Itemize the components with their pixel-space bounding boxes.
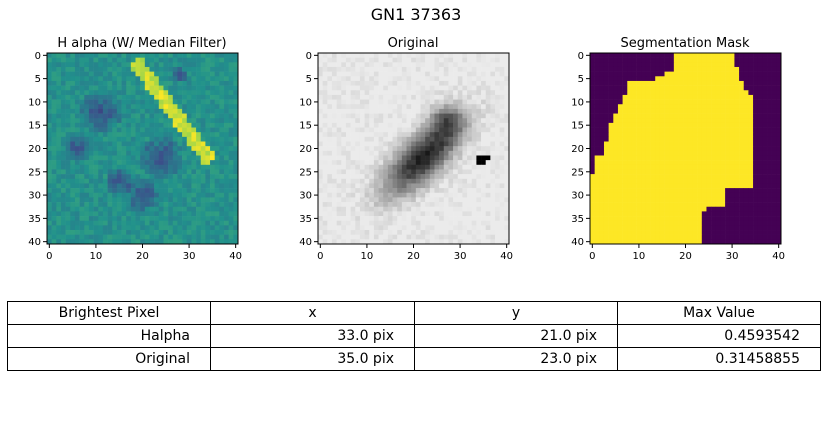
y-tick-label: 0 xyxy=(306,51,312,62)
x-tick-label: 20 xyxy=(136,251,149,262)
panel-halpha: H alpha (W/ Median Filter) 0 10 20 30 40 0 5 10… xyxy=(28,36,242,262)
x-tick-label: 0 xyxy=(589,251,595,262)
y-tick-label: 25 xyxy=(28,167,41,178)
x-tick-label: 10 xyxy=(90,251,103,262)
table-cell: 35.0 pix xyxy=(210,347,415,371)
y-tick-label: 20 xyxy=(28,144,41,155)
x-tick-label: 10 xyxy=(633,251,646,262)
y-tick-label: 10 xyxy=(299,97,312,108)
x-tick-label: 20 xyxy=(679,251,692,262)
table-row: Original 35.0 pix 23.0 pix 0.31458855 xyxy=(7,347,821,371)
brightest-pixel-table: Brightest Pixel x y Max Value Halpha 33.… xyxy=(7,301,821,371)
table-header-row: Brightest Pixel x y Max Value xyxy=(7,301,821,325)
panel-mask: Segmentation Mask 0 10 20 30 40 0 5 10 15 20 25 30 3… xyxy=(571,36,785,262)
x-tick-label: 30 xyxy=(454,251,467,262)
y-tick-label: 30 xyxy=(28,191,41,202)
y-tick-label: 25 xyxy=(571,167,584,178)
table-cell: 21.0 pix xyxy=(414,324,618,348)
table-cell: Original xyxy=(7,347,211,371)
y-tick-label: 15 xyxy=(571,121,584,132)
y-tick-label: 5 xyxy=(578,74,584,85)
panel-original-ticks: 0 10 20 30 40 0 5 10 15 20 25 30 35 40 xyxy=(299,51,513,262)
panel-original: Original 0 10 20 30 40 0 5 10 15 20 25 30 35 40 xyxy=(299,36,513,262)
y-tick-label: 40 xyxy=(571,237,584,248)
x-tick-label: 40 xyxy=(229,251,242,262)
table-cell: 23.0 pix xyxy=(414,347,618,371)
table-cell: Halpha xyxy=(7,324,211,348)
table-cell: 33.0 pix xyxy=(210,324,415,348)
table-row: Halpha 33.0 pix 21.0 pix 0.4593542 xyxy=(7,324,821,348)
y-tick-label: 25 xyxy=(299,167,312,178)
x-tick-label: 10 xyxy=(361,251,374,262)
x-tick-label: 40 xyxy=(772,251,785,262)
y-tick-label: 0 xyxy=(578,51,584,62)
original-image xyxy=(318,53,510,245)
x-tick-label: 40 xyxy=(500,251,513,262)
y-tick-label: 30 xyxy=(571,191,584,202)
y-tick-label: 20 xyxy=(299,144,312,155)
x-tick-label: 20 xyxy=(407,251,420,262)
y-tick-label: 15 xyxy=(299,121,312,132)
y-tick-label: 20 xyxy=(571,144,584,155)
figure: GN1 37363 H alpha (W/ Median Filter) 0 10… xyxy=(28,5,785,262)
panel-halpha-ticks: 0 10 20 30 40 0 5 10 15 20 25 30 35 40 xyxy=(28,51,242,262)
table-cell: 0.4593542 xyxy=(617,324,821,348)
y-tick-label: 35 xyxy=(28,214,41,225)
y-tick-label: 40 xyxy=(28,237,41,248)
y-tick-label: 10 xyxy=(28,97,41,108)
x-tick-label: 0 xyxy=(317,251,323,262)
table-header-cell: Brightest Pixel xyxy=(7,301,211,325)
panel-mask-title: Segmentation Mask xyxy=(621,36,750,51)
table-header-cell: x xyxy=(210,301,415,325)
halpha-image xyxy=(47,53,239,245)
y-tick-label: 35 xyxy=(571,214,584,225)
y-tick-label: 30 xyxy=(299,191,312,202)
y-tick-label: 5 xyxy=(306,74,312,85)
panel-mask-ticks: 0 10 20 30 40 0 5 10 15 20 25 30 35 40 xyxy=(571,51,785,262)
figure-title: GN1 37363 xyxy=(371,5,462,24)
y-tick-label: 0 xyxy=(35,51,41,62)
mask-image xyxy=(590,53,782,245)
table-cell: 0.31458855 xyxy=(617,347,821,371)
table-header-cell: y xyxy=(414,301,618,325)
x-tick-label: 30 xyxy=(726,251,739,262)
x-tick-label: 30 xyxy=(183,251,196,262)
table-header-cell: Max Value xyxy=(617,301,821,325)
y-tick-label: 15 xyxy=(28,121,41,132)
y-tick-label: 35 xyxy=(299,214,312,225)
y-tick-label: 10 xyxy=(571,97,584,108)
y-tick-label: 5 xyxy=(35,74,41,85)
panel-original-title: Original xyxy=(388,36,439,51)
y-tick-label: 40 xyxy=(299,237,312,248)
x-tick-label: 0 xyxy=(46,251,52,262)
panel-halpha-title: H alpha (W/ Median Filter) xyxy=(57,36,226,51)
